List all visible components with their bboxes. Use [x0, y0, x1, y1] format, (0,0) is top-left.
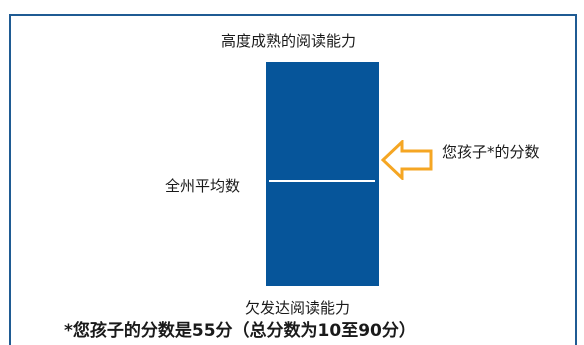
top-scale-label: 高度成熟的阅读能力: [221, 32, 357, 50]
score-scale-bar: [266, 62, 379, 286]
report-frame: [9, 14, 577, 345]
state-average-line: [269, 180, 375, 182]
score-footnote: *您孩子的分数是55分（总分数为10至90分）: [64, 321, 416, 341]
child-score-label: 您孩子*的分数: [442, 143, 540, 161]
bottom-scale-label: 欠发达阅读能力: [245, 299, 351, 317]
child-score-arrow-icon: [381, 140, 433, 180]
state-average-label: 全州平均数: [165, 177, 241, 195]
